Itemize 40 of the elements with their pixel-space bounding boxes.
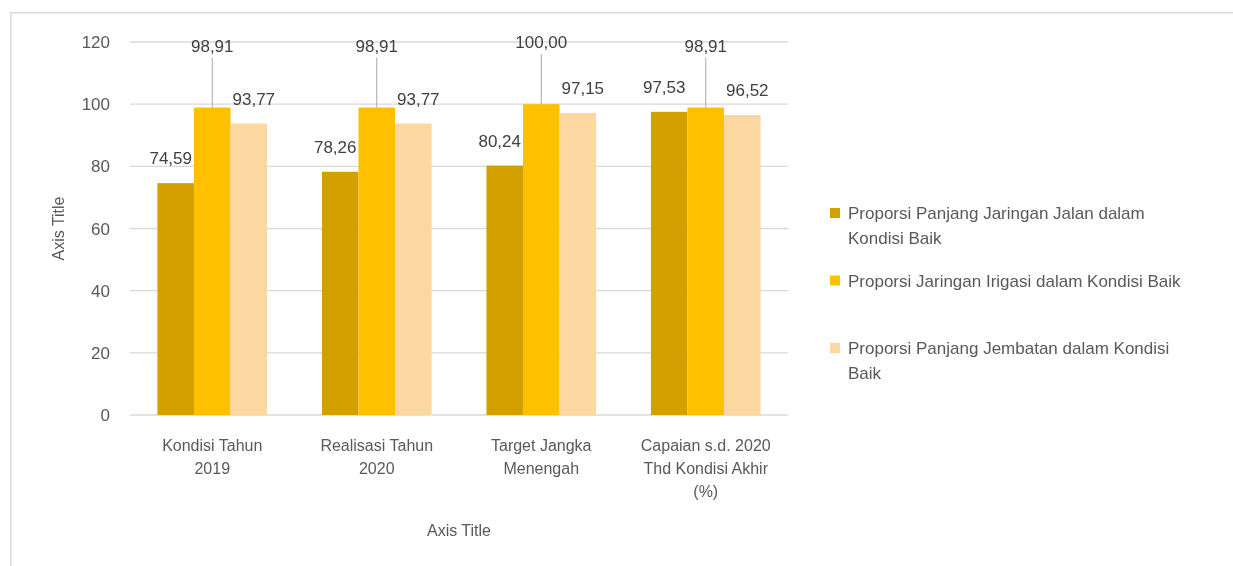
bar	[395, 123, 432, 415]
data-label: 96,52	[726, 80, 769, 100]
y-axis-title: Axis Title	[49, 196, 67, 261]
bar	[358, 107, 396, 415]
x-axis-title: Axis Title	[426, 521, 492, 539]
y-tick-label: 60	[91, 219, 110, 238]
data-label: 97,53	[642, 77, 686, 97]
bar	[193, 107, 231, 415]
x-tick-label: Realisasi Tahun 2020	[320, 436, 434, 477]
data-label: 100,00	[515, 33, 568, 53]
bar	[522, 104, 560, 415]
bar	[559, 113, 597, 415]
legend-label: Proporsi Jaringan Irigasi dalam Kondisi Baik	[848, 271, 1182, 290]
data-label: 98,91	[190, 36, 234, 56]
data-label: 80,24	[478, 131, 521, 151]
y-tick-label: 120	[81, 32, 110, 52]
legend-label: Proporsi Panjang Jaringan Jalan dalam Kondisi Baik	[848, 203, 1145, 248]
legend-label: Proporsi Panjang Jembatan dalam Kondisi Baik	[848, 338, 1170, 383]
data-label: 98,91	[355, 36, 399, 56]
bar	[321, 171, 359, 415]
x-tick-label: Capaian s.d. 2020 Thd Kondisi Akhir (%)	[640, 436, 771, 500]
bar	[157, 183, 194, 415]
y-tick-label: 80	[91, 156, 110, 176]
x-tick-label: Target Jangka Menengah	[490, 436, 592, 477]
data-label: 93,77	[397, 89, 440, 109]
data-label: 97,15	[561, 79, 605, 99]
y-tick-label: 0	[100, 405, 110, 425]
bar	[230, 123, 268, 415]
bar	[650, 111, 688, 415]
data-label: 93,77	[232, 89, 276, 109]
data-label: 98,91	[684, 36, 728, 56]
y-tick-label: 40	[91, 281, 110, 301]
bar	[486, 165, 523, 415]
y-tick-label: 100	[81, 94, 110, 114]
x-tick-label: Kondisi Tahun 2019	[162, 436, 263, 477]
y-tick-label: 20	[91, 343, 110, 363]
bar	[724, 114, 761, 415]
data-label: 74,59	[149, 149, 192, 169]
bar	[687, 107, 725, 415]
data-label: 78,26	[313, 137, 357, 157]
